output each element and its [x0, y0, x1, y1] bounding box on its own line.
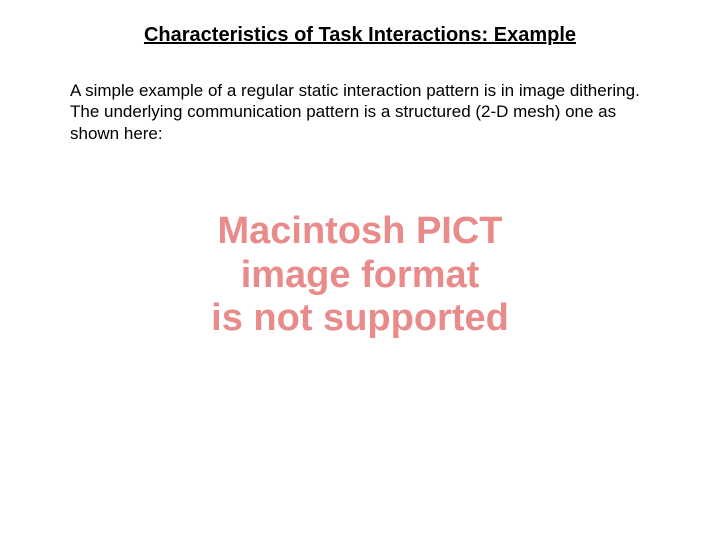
slide-title: Characteristics of Task Interactions: Ex… [0, 24, 720, 47]
placeholder-line: image format [0, 254, 720, 298]
slide-body-text: A simple example of a regular static int… [70, 80, 660, 144]
placeholder-line: Macintosh PICT [0, 210, 720, 254]
placeholder-line: is not supported [0, 297, 720, 341]
image-placeholder-message: Macintosh PICT image format is not suppo… [0, 210, 720, 341]
slide: Characteristics of Task Interactions: Ex… [0, 0, 720, 540]
